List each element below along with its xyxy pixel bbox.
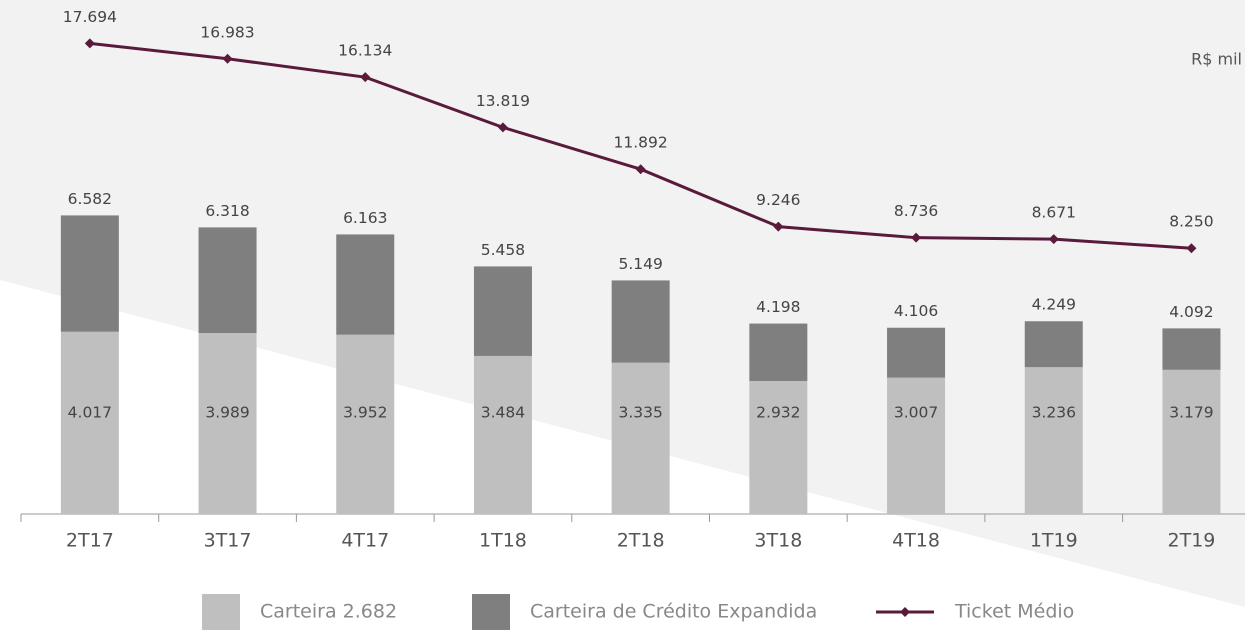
data-label: 3.007 bbox=[894, 404, 938, 422]
line-label: 16.983 bbox=[200, 23, 254, 41]
x-tick-label: 1T18 bbox=[479, 530, 527, 552]
legend-marker bbox=[900, 607, 910, 617]
data-label: 3.335 bbox=[618, 404, 662, 422]
total-label: 5.149 bbox=[618, 255, 662, 273]
bar-segment bbox=[60, 331, 119, 514]
legend-swatch bbox=[472, 594, 510, 630]
data-label: 3.484 bbox=[481, 404, 525, 422]
line-label: 17.694 bbox=[63, 8, 117, 26]
x-tick-label: 3T17 bbox=[204, 530, 252, 552]
line-marker bbox=[222, 53, 233, 64]
legend-label: Carteira de Crédito Expandida bbox=[530, 601, 817, 623]
legend-swatch bbox=[202, 594, 240, 630]
bar-segment bbox=[1024, 367, 1083, 514]
line-label: 13.819 bbox=[476, 92, 530, 110]
x-tick-label: 4T17 bbox=[341, 530, 389, 552]
x-tick-label: 2T17 bbox=[66, 530, 114, 552]
line-label: 8.671 bbox=[1032, 204, 1076, 222]
total-label: 4.198 bbox=[756, 298, 800, 316]
line-marker bbox=[635, 164, 646, 175]
bar-segment bbox=[198, 227, 257, 334]
line-label: 16.134 bbox=[338, 42, 392, 60]
line-marker bbox=[1186, 243, 1197, 254]
bar-segment bbox=[611, 362, 670, 514]
line-marker bbox=[360, 72, 371, 83]
legend-label: Carteira 2.682 bbox=[260, 601, 397, 623]
bar-segment bbox=[611, 280, 670, 363]
line-marker bbox=[84, 38, 95, 49]
total-label: 6.163 bbox=[343, 209, 387, 227]
total-label: 6.318 bbox=[205, 202, 249, 220]
total-label: 6.582 bbox=[68, 190, 112, 208]
unit-label: R$ mil bbox=[1191, 50, 1242, 69]
total-label: 5.458 bbox=[481, 241, 525, 259]
legend-label: Ticket Médio bbox=[954, 601, 1074, 623]
x-tick-label: 2T19 bbox=[1168, 530, 1216, 552]
line-marker bbox=[497, 122, 508, 133]
bar-segment bbox=[336, 334, 395, 514]
bar-segment bbox=[473, 266, 532, 356]
data-label: 2.932 bbox=[756, 404, 800, 422]
line-label: 11.892 bbox=[614, 134, 668, 152]
bar-segment bbox=[198, 333, 257, 514]
total-label: 4.092 bbox=[1169, 303, 1213, 321]
line-marker bbox=[773, 221, 784, 232]
bar-segment bbox=[1162, 328, 1221, 370]
bar-segment bbox=[1162, 369, 1221, 514]
line-marker bbox=[911, 232, 922, 243]
line-label: 8.736 bbox=[894, 202, 938, 220]
bar-segment bbox=[749, 323, 808, 381]
total-label: 4.106 bbox=[894, 302, 938, 320]
bar-segment bbox=[60, 215, 119, 332]
bar-segment bbox=[473, 355, 532, 514]
bar-segment bbox=[1024, 321, 1083, 368]
x-tick-label: 2T18 bbox=[617, 530, 665, 552]
x-tick-label: 3T18 bbox=[754, 530, 802, 552]
x-tick-label: 4T18 bbox=[892, 530, 940, 552]
data-label: 4.017 bbox=[68, 404, 112, 422]
bar-segment bbox=[749, 380, 808, 514]
total-label: 4.249 bbox=[1032, 296, 1076, 314]
data-label: 3.952 bbox=[343, 404, 387, 422]
line-label: 8.250 bbox=[1169, 213, 1213, 231]
line-marker bbox=[1048, 234, 1059, 245]
data-label: 3.989 bbox=[205, 404, 249, 422]
data-label: 3.179 bbox=[1169, 404, 1213, 422]
data-label: 3.236 bbox=[1032, 404, 1076, 422]
x-tick-label: 1T19 bbox=[1030, 530, 1078, 552]
bar-segment bbox=[887, 377, 946, 514]
line-label: 9.246 bbox=[756, 191, 800, 209]
bar-segment bbox=[887, 327, 946, 378]
bar-segment bbox=[336, 234, 395, 335]
